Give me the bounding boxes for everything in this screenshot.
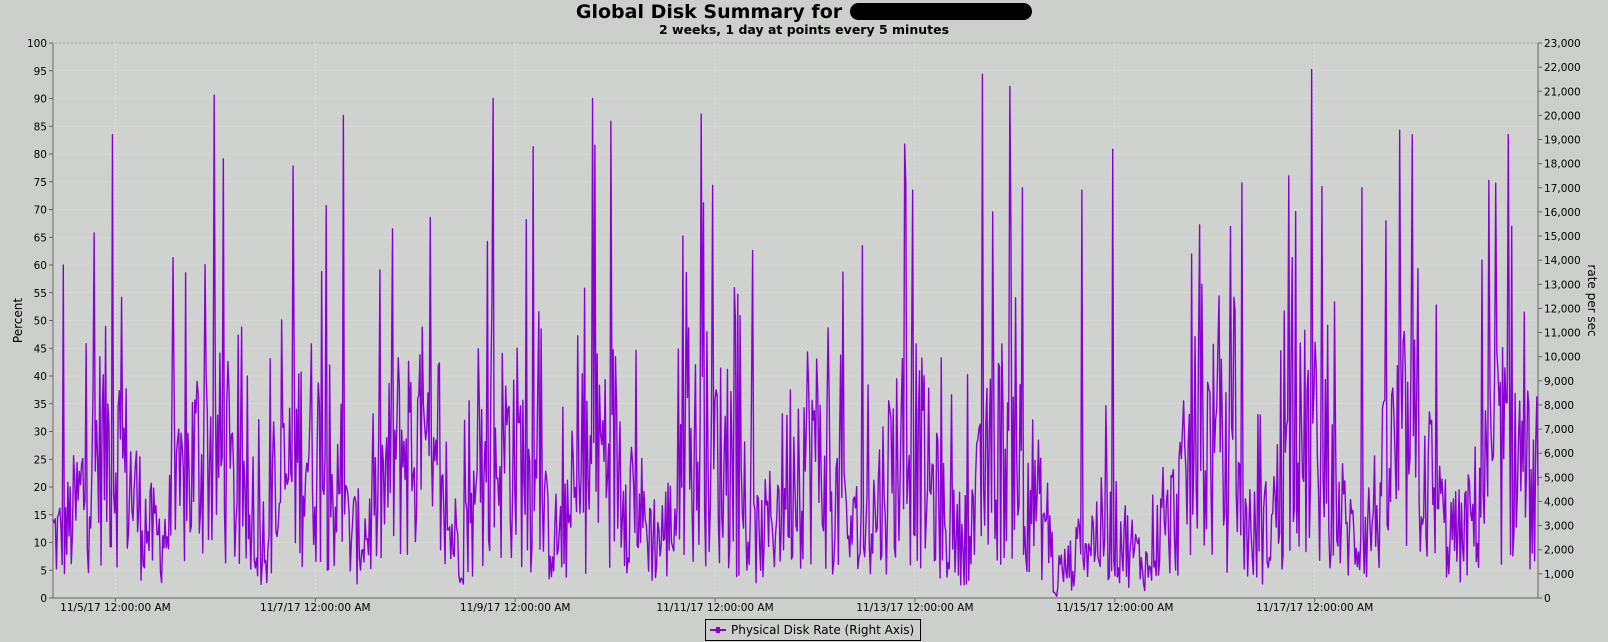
x-tick-label: 11/13/17 12:00:00 AM xyxy=(856,602,973,614)
left-tick-label: 10 xyxy=(34,538,47,550)
legend[interactable]: Physical Disk Rate (Right Axis) xyxy=(705,619,922,641)
chart-title: Global Disk Summary for xyxy=(0,1,1608,23)
left-tick-label: 5 xyxy=(40,565,47,577)
left-tick-label: 95 xyxy=(34,66,47,78)
left-tick-label: 35 xyxy=(34,399,47,411)
left-tick-label: 55 xyxy=(34,288,47,300)
left-tick-label: 80 xyxy=(34,149,47,161)
right-tick-label: 15,000 xyxy=(1544,231,1581,243)
right-tick-label: 5,000 xyxy=(1544,472,1574,484)
left-tick-label: 85 xyxy=(34,121,47,133)
right-tick-label: 13,000 xyxy=(1544,279,1581,291)
series-line-physical-disk-rate xyxy=(52,68,1539,597)
right-tick-label: 2,000 xyxy=(1544,545,1574,557)
right-tick-label: 1,000 xyxy=(1544,569,1574,581)
right-tick-label: 11,000 xyxy=(1544,328,1581,340)
x-tick-label: 11/15/17 12:00:00 AM xyxy=(1056,602,1173,614)
left-tick-label: 30 xyxy=(34,427,47,439)
left-tick-label: 15 xyxy=(34,510,47,522)
right-tick-label: 0 xyxy=(1544,593,1551,605)
right-tick-label: 23,000 xyxy=(1544,38,1581,50)
left-tick-label: 70 xyxy=(34,205,47,217)
left-tick-label: 25 xyxy=(34,454,47,466)
left-tick-label: 75 xyxy=(34,177,47,189)
right-tick-label: 19,000 xyxy=(1544,135,1581,147)
right-tick-label: 9,000 xyxy=(1544,376,1574,388)
left-tick-label: 20 xyxy=(34,482,47,494)
x-tick-label: 11/7/17 12:00:00 AM xyxy=(260,602,371,614)
left-tick-label: 40 xyxy=(34,371,47,383)
x-tick-label: 11/5/17 12:00:00 AM xyxy=(60,602,171,614)
left-axis-title: Percent xyxy=(11,298,25,343)
redacted-hostname xyxy=(850,3,1033,20)
right-tick-label: 10,000 xyxy=(1544,352,1581,364)
left-tick-label: 100 xyxy=(27,38,47,50)
right-tick-label: 22,000 xyxy=(1544,62,1581,74)
left-tick-label: 90 xyxy=(34,94,47,106)
x-tick-label: 11/9/17 12:00:00 AM xyxy=(460,602,571,614)
right-tick-label: 18,000 xyxy=(1544,159,1581,171)
right-tick-label: 20,000 xyxy=(1544,110,1581,122)
left-tick-label: 60 xyxy=(34,260,47,272)
right-tick-label: 14,000 xyxy=(1544,255,1581,267)
legend-swatch xyxy=(710,627,726,633)
right-tick-label: 3,000 xyxy=(1544,521,1574,533)
left-tick-label: 45 xyxy=(34,343,47,355)
right-tick-label: 6,000 xyxy=(1544,448,1574,460)
x-tick-label: 11/17/17 12:00:00 AM xyxy=(1256,602,1373,614)
right-tick-label: 17,000 xyxy=(1544,183,1581,195)
left-tick-label: 0 xyxy=(40,593,47,605)
chart-subtitle: 2 weeks, 1 day at points every 5 minutes xyxy=(658,22,950,37)
right-tick-label: 16,000 xyxy=(1544,207,1581,219)
right-axis-title: rate per sec xyxy=(1585,264,1599,336)
x-tick-label: 11/11/17 12:00:00 AM xyxy=(656,602,773,614)
right-tick-label: 21,000 xyxy=(1544,86,1581,98)
left-tick-label: 65 xyxy=(34,232,47,244)
right-tick-label: 4,000 xyxy=(1544,496,1574,508)
right-tick-label: 7,000 xyxy=(1544,424,1574,436)
right-tick-label: 8,000 xyxy=(1544,400,1574,412)
right-tick-label: 12,000 xyxy=(1544,303,1581,315)
left-tick-label: 50 xyxy=(34,316,47,328)
legend-label: Physical Disk Rate (Right Axis) xyxy=(731,623,915,637)
